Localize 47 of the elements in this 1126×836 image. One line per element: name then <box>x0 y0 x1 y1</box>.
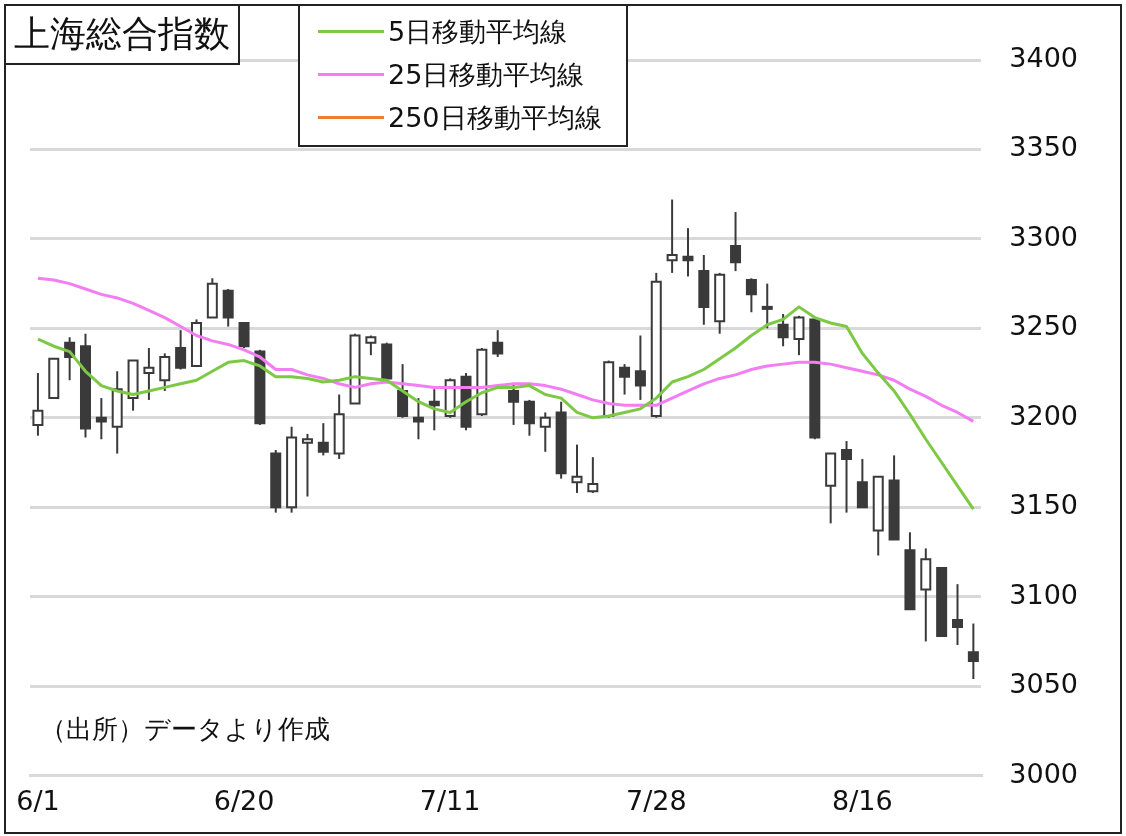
y-tick-label: 3100 <box>1009 578 1079 610</box>
x-tick-label: 7/11 <box>419 784 481 816</box>
y-tick-label: 3350 <box>1009 131 1079 163</box>
candlestick <box>841 440 853 514</box>
candlestick <box>492 329 504 358</box>
candlestick <box>777 313 789 348</box>
candlestick <box>952 583 964 646</box>
legend-label: 25日移動平均線 <box>388 57 585 92</box>
candlestick <box>508 382 520 426</box>
candlestick <box>634 334 646 401</box>
candlestick <box>175 329 187 371</box>
candlestick <box>682 227 694 278</box>
candlestick <box>761 282 773 330</box>
y-tick-label: 3150 <box>1009 489 1079 521</box>
candlestick <box>238 321 250 350</box>
x-tick-label: 8/16 <box>832 784 893 816</box>
candlestick <box>793 314 805 357</box>
candlestick <box>571 443 583 494</box>
x-tick-label: 7/28 <box>625 784 687 816</box>
candlestick <box>666 198 678 274</box>
candlestick <box>523 398 535 437</box>
candlestick <box>301 432 313 498</box>
candlestick <box>412 397 424 441</box>
x-tick-label: 6/1 <box>16 784 60 816</box>
candlestick <box>730 211 742 273</box>
candlestick <box>967 622 979 680</box>
candlestick <box>32 372 44 437</box>
candlestick <box>159 352 171 392</box>
candlestick <box>619 363 631 396</box>
legend-label: 250日移動平均線 <box>388 100 602 135</box>
y-tick-label: 3200 <box>1009 399 1079 431</box>
y-tick-label: 3050 <box>1009 668 1079 700</box>
x-tick-label: 6/20 <box>213 784 275 816</box>
candlestick <box>745 277 757 314</box>
candlestick <box>317 422 329 457</box>
y-tick-label: 3400 <box>1009 42 1079 74</box>
chart-title: 上海総合指数 <box>4 4 240 65</box>
candlestick <box>587 456 599 494</box>
candlestick <box>539 411 551 453</box>
y-tick-label: 3300 <box>1009 220 1079 252</box>
y-tick-label: 3000 <box>1009 757 1079 789</box>
legend-label: 5日移動平均線 <box>388 14 568 49</box>
candlestick <box>95 397 107 441</box>
annotation: （出所）データより作成 <box>40 713 330 746</box>
y-tick-label: 3250 <box>1009 310 1079 342</box>
candlestick <box>428 388 440 432</box>
candlestick <box>143 347 155 401</box>
